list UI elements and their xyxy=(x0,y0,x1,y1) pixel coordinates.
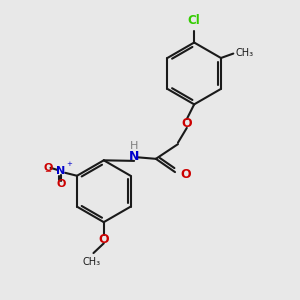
Text: O: O xyxy=(180,168,191,181)
Text: H: H xyxy=(130,141,138,151)
Text: O: O xyxy=(182,117,192,130)
Text: −: − xyxy=(45,167,52,176)
Text: O: O xyxy=(98,233,109,246)
Text: N: N xyxy=(129,150,139,163)
Text: O: O xyxy=(57,179,66,189)
Text: Cl: Cl xyxy=(188,14,200,27)
Text: CH₃: CH₃ xyxy=(235,48,253,58)
Text: CH₃: CH₃ xyxy=(82,257,100,267)
Text: O: O xyxy=(44,163,53,173)
Text: +: + xyxy=(66,161,72,167)
Text: N: N xyxy=(56,166,65,176)
